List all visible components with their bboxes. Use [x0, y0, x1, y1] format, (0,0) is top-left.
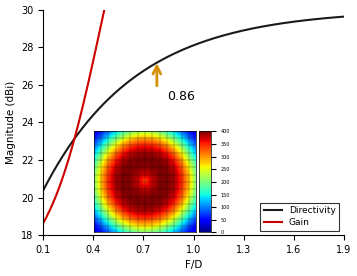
Gain	[41, 221, 45, 225]
Legend: Directivity, Gain: Directivity, Gain	[260, 203, 339, 231]
Directivity	[335, 15, 339, 19]
Directivity	[342, 15, 346, 18]
Directivity	[41, 189, 45, 192]
Text: 0.86: 0.86	[167, 90, 195, 103]
Directivity	[184, 47, 188, 50]
Y-axis label: Magnitude (dBi): Magnitude (dBi)	[6, 81, 16, 164]
Directivity	[220, 34, 224, 38]
Line: Directivity: Directivity	[43, 17, 344, 190]
X-axis label: F/D: F/D	[185, 261, 202, 270]
Line: Gain: Gain	[43, 0, 344, 223]
Directivity	[287, 21, 292, 24]
Directivity	[186, 46, 190, 49]
Directivity	[204, 39, 208, 43]
